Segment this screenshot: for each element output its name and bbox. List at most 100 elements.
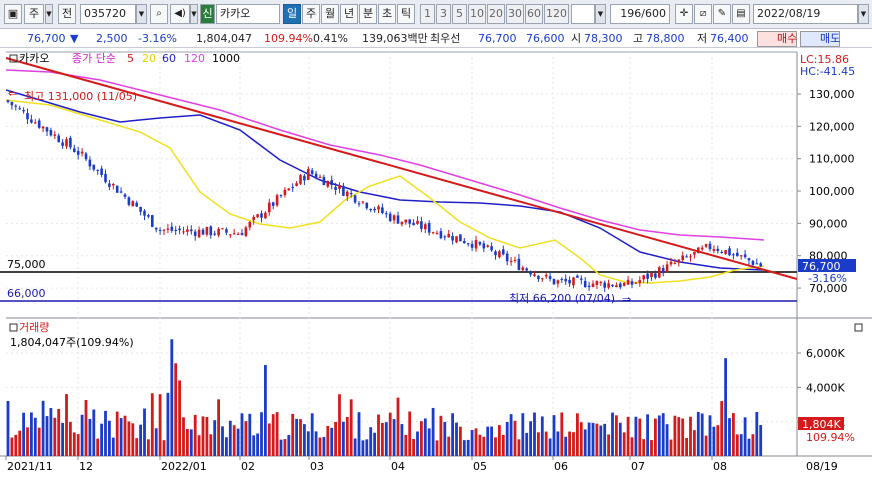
current-price-tag-text: 76,700 — [802, 260, 841, 273]
market-select[interactable]: 주 — [24, 4, 44, 24]
candle-body — [318, 176, 322, 178]
ma120-line — [5, 69, 765, 241]
volume-bar — [747, 438, 751, 456]
tab-tick[interactable]: 틱 — [397, 4, 415, 24]
code-dropdown-icon[interactable]: ▼ — [136, 4, 147, 24]
interval-10[interactable]: 10 — [468, 4, 486, 24]
tab-month[interactable]: 월 — [321, 4, 339, 24]
volume-bar — [751, 434, 755, 456]
interval-30[interactable]: 30 — [506, 4, 524, 24]
date-value: 2022/08/19 — [757, 7, 821, 20]
chart-tool-icon[interactable]: ⧄ — [694, 4, 712, 24]
candle-body — [369, 208, 372, 211]
x-tick-label: 06 — [554, 460, 568, 473]
volume-bar — [213, 420, 217, 456]
candle-body — [373, 208, 376, 211]
volume-bar — [306, 431, 310, 456]
volume-bar — [287, 434, 291, 456]
price-tick-label: 100,000 — [809, 185, 855, 198]
save-icon[interactable]: ▤ — [732, 4, 750, 24]
interval-5[interactable]: 5 — [452, 4, 467, 24]
total-value: /600 — [641, 7, 666, 20]
volume-bar — [232, 425, 236, 456]
candle-body — [716, 248, 720, 251]
x-tick-label: 04 — [391, 460, 405, 473]
tab-week[interactable]: 주 — [302, 4, 320, 24]
candle-body — [431, 232, 435, 234]
volume-legend-toggle-icon[interactable] — [9, 323, 18, 332]
current-volume-tag-text: 1,804K — [802, 418, 841, 431]
x-tick-label: 02 — [241, 460, 255, 473]
volume-bar — [252, 435, 256, 456]
volume-bar — [37, 427, 41, 456]
chart-area[interactable]: 75,000 66,000 ⇐ 최고 131,000 (11/05) 최저 66… — [0, 49, 872, 477]
candle-body — [646, 273, 649, 279]
candle-body — [30, 119, 33, 123]
volume-bar — [123, 415, 127, 456]
price-legend-toggle-icon[interactable] — [9, 54, 18, 63]
tab-day[interactable]: 일 — [283, 4, 301, 24]
volume-bar — [447, 436, 451, 456]
volume-bar — [603, 423, 607, 456]
tab-minute[interactable]: 분 — [359, 4, 377, 24]
crosshair-icon[interactable]: ✛ — [675, 4, 693, 24]
speaker-dropdown-icon[interactable]: ▼ — [190, 4, 198, 24]
volume-bar — [45, 416, 49, 456]
change-value: 2,500 — [96, 32, 128, 45]
volume-bar — [650, 440, 653, 456]
interval-120[interactable]: 120 — [544, 4, 569, 24]
new-badge[interactable]: 신 — [200, 4, 215, 24]
volume-bar — [18, 430, 22, 456]
volume-bar — [209, 434, 213, 456]
code-input[interactable]: 035720 — [80, 4, 136, 24]
volume-bar — [104, 410, 107, 456]
date-dropdown-icon[interactable]: ▼ — [858, 4, 869, 24]
interval-custom-input[interactable] — [571, 4, 595, 24]
interval-1[interactable]: 1 — [420, 4, 435, 24]
candle-body — [53, 134, 57, 136]
buy-button[interactable]: 매수 — [757, 31, 797, 47]
interval-3-label: 3 — [440, 7, 447, 20]
market-dropdown-icon[interactable]: ▼ — [45, 4, 53, 24]
hline-66000-label: 66,000 — [7, 287, 46, 300]
candle-body — [661, 267, 665, 273]
ma1000-legend: 1000 — [212, 52, 240, 65]
volume-ratio: 109.94% — [264, 32, 313, 45]
x-tick-label: 07 — [631, 460, 645, 473]
candle-body — [158, 229, 162, 231]
candle-body — [548, 276, 552, 279]
search-icon[interactable]: ⌕ — [150, 4, 168, 24]
volume-bar — [416, 431, 419, 456]
interval-20[interactable]: 20 — [487, 4, 505, 24]
period-select[interactable]: 전 — [58, 4, 76, 24]
count-field[interactable]: 196/600 — [610, 4, 670, 24]
candle-body — [537, 275, 540, 280]
tab-second[interactable]: 초 — [378, 4, 396, 24]
tab-year[interactable]: 년 — [340, 4, 358, 24]
volume-bar — [240, 413, 244, 456]
interval-dropdown-icon[interactable]: ▼ — [595, 4, 606, 24]
volume-bar — [568, 431, 571, 456]
sell-button[interactable]: 매도 — [800, 31, 840, 47]
hline-75000-label: 75,000 — [7, 258, 46, 271]
ma5-legend: 5 — [127, 52, 134, 65]
window-icon[interactable]: ▣ — [4, 4, 22, 24]
volume-bar — [420, 421, 423, 456]
volume-bar — [400, 424, 404, 456]
volume-panel-close-icon[interactable] — [854, 323, 863, 332]
interval-60[interactable]: 60 — [525, 4, 543, 24]
date-input[interactable]: 2022/08/19 — [753, 4, 858, 24]
volume-bar — [111, 437, 115, 456]
stock-name-field[interactable]: 카카오 — [216, 4, 280, 24]
resistance-trendline[interactable] — [5, 57, 798, 280]
speaker-icon[interactable]: ◀) — [170, 4, 190, 24]
candle-body — [139, 206, 142, 212]
interval-3[interactable]: 3 — [436, 4, 451, 24]
candle-body — [704, 244, 708, 247]
toolbar: ▣ 주 ▼ 전 035720 ▼ ⌕ ◀) ▼ 신 카카오 일 주 월 년 분 … — [0, 0, 872, 29]
volume-bar — [197, 435, 201, 456]
candle-body — [342, 185, 345, 196]
x-tick-label: 2021/11 — [7, 460, 53, 473]
pen-icon[interactable]: ✎ — [713, 4, 731, 24]
candle-body — [287, 188, 291, 191]
